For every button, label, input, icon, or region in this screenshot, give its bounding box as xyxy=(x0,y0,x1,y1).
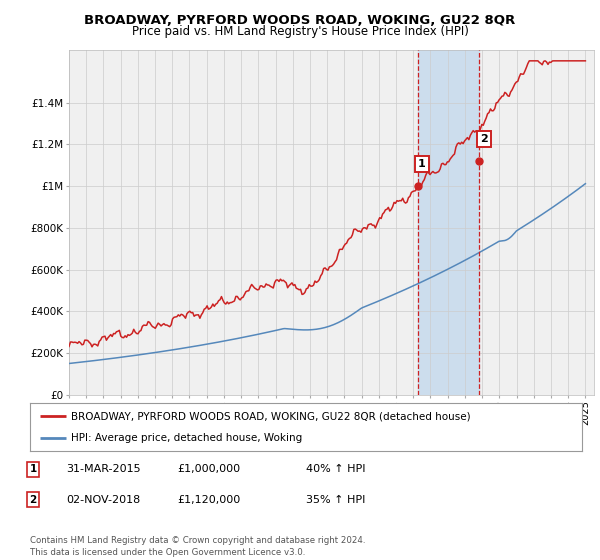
Text: 40% ↑ HPI: 40% ↑ HPI xyxy=(306,464,365,474)
Text: HPI: Average price, detached house, Woking: HPI: Average price, detached house, Woki… xyxy=(71,433,302,443)
Text: BROADWAY, PYRFORD WOODS ROAD, WOKING, GU22 8QR: BROADWAY, PYRFORD WOODS ROAD, WOKING, GU… xyxy=(85,14,515,27)
Text: 02-NOV-2018: 02-NOV-2018 xyxy=(66,494,140,505)
Text: 31-MAR-2015: 31-MAR-2015 xyxy=(66,464,140,474)
Text: 2: 2 xyxy=(480,134,488,144)
Bar xyxy=(418,50,479,395)
Text: 1: 1 xyxy=(29,464,37,474)
Text: £1,120,000: £1,120,000 xyxy=(177,494,240,505)
Text: Price paid vs. HM Land Registry's House Price Index (HPI): Price paid vs. HM Land Registry's House … xyxy=(131,25,469,38)
Text: 1: 1 xyxy=(418,160,426,169)
Text: Contains HM Land Registry data © Crown copyright and database right 2024.
This d: Contains HM Land Registry data © Crown c… xyxy=(30,536,365,557)
Text: 35% ↑ HPI: 35% ↑ HPI xyxy=(306,494,365,505)
Text: £1,000,000: £1,000,000 xyxy=(177,464,240,474)
Text: BROADWAY, PYRFORD WOODS ROAD, WOKING, GU22 8QR (detached house): BROADWAY, PYRFORD WOODS ROAD, WOKING, GU… xyxy=(71,411,471,421)
Text: 2: 2 xyxy=(29,494,37,505)
